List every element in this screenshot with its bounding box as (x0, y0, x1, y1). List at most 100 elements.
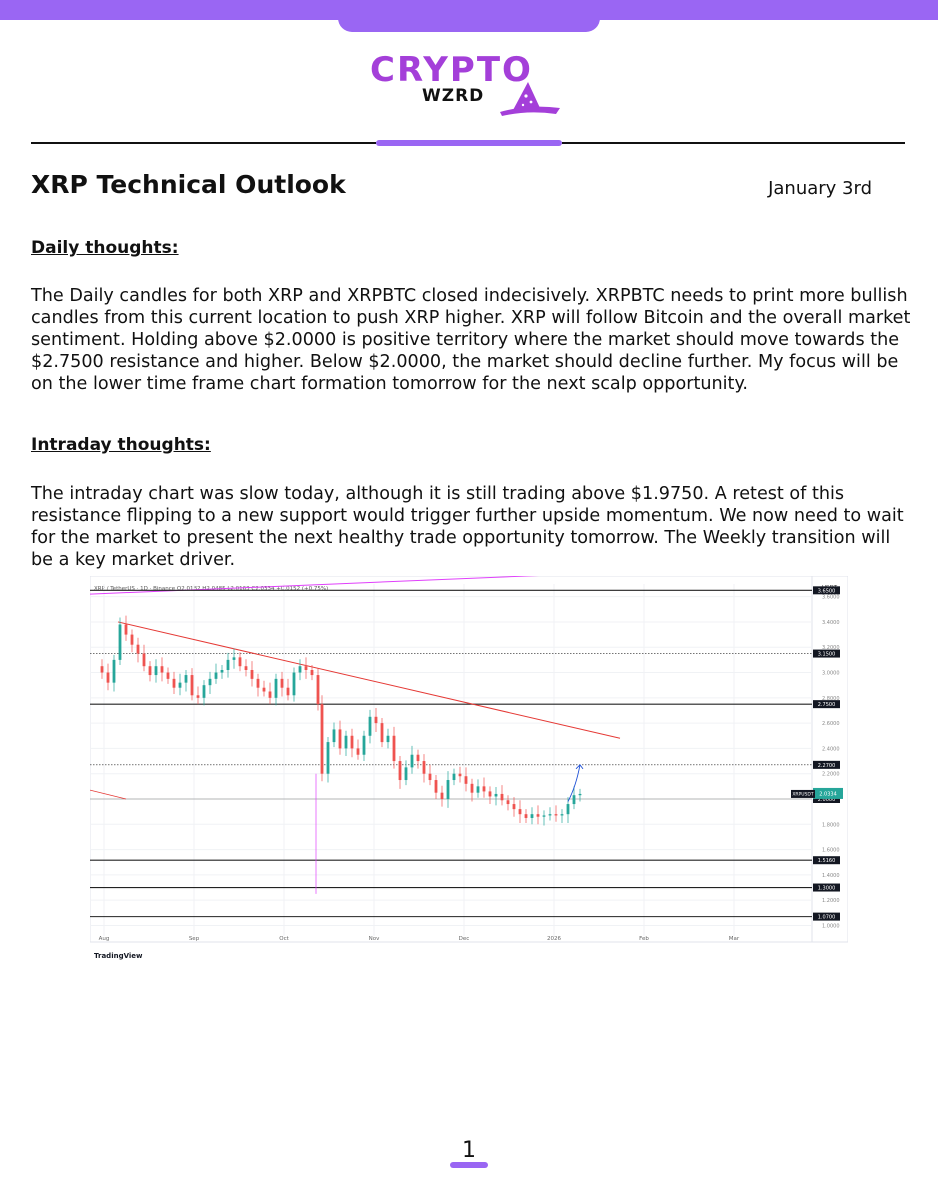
candle-body (292, 672, 296, 696)
logo-wordmark: CRYPTO (370, 50, 533, 90)
symbol-tag-label: XRPUSDT (792, 792, 814, 798)
projection-arrow-head (575, 764, 584, 770)
candle-body (320, 704, 324, 774)
left-edge-line (89, 789, 127, 800)
candle-body (220, 670, 224, 673)
candle-body (434, 780, 438, 793)
candle-body (202, 685, 206, 698)
y-tick-label: 1.8000 (822, 822, 840, 828)
candle-body (106, 672, 110, 683)
candle-body (280, 678, 284, 688)
candle-body (196, 695, 200, 698)
x-tick-label: Oct (279, 936, 289, 942)
candle-body (350, 735, 354, 749)
candle-body (578, 793, 582, 796)
price-level-label: 1.3000 (818, 886, 836, 892)
candle-body (530, 814, 534, 818)
y-tick-label: 1.4000 (822, 873, 840, 879)
candle-body (404, 767, 408, 781)
x-tick-label: Sep (189, 936, 200, 942)
candle-body (458, 773, 462, 777)
price-level-tag (813, 795, 840, 803)
candle-body (500, 793, 504, 801)
candle-body (446, 780, 450, 799)
candle-body (298, 666, 302, 673)
price-level-tag (813, 700, 840, 709)
candle-body (160, 666, 164, 673)
logo-subtitle: WZRD (422, 86, 485, 106)
candle-body (392, 735, 396, 762)
price-level-tag (813, 586, 840, 595)
current-price-value: 2.0334 (819, 791, 837, 797)
projection-arrow-shaft (567, 764, 581, 802)
price-level-tag (813, 883, 840, 892)
y-tick-label: 2.2000 (822, 772, 840, 778)
candle-body (148, 666, 152, 676)
candle-body (398, 761, 402, 781)
candle-body (142, 653, 146, 667)
y-tick-label: 1.6000 (822, 848, 840, 854)
daily-thoughts-heading: Daily thoughts: (31, 238, 179, 258)
y-tick-label: 3.4000 (822, 620, 840, 626)
candle-body (416, 754, 420, 762)
y-tick-label: 1.0000 (822, 923, 840, 929)
header-rule-accent (376, 140, 562, 146)
candle-body (428, 773, 432, 781)
candle-body (184, 675, 188, 683)
candle-body (410, 754, 414, 768)
candle-body (422, 761, 426, 774)
candle-body (362, 735, 366, 755)
current-price-tag (813, 787, 843, 799)
candle-body (124, 624, 128, 635)
wizard-hat-icon (500, 82, 560, 116)
candle-body (470, 783, 474, 793)
candle-body (208, 678, 212, 686)
candle-body (548, 814, 552, 816)
candle-body (250, 670, 254, 679)
price-level-tag (813, 760, 840, 769)
candle-body (368, 716, 372, 736)
price-level-label: 2.7500 (818, 702, 836, 708)
price-level-label: 2.2700 (818, 763, 836, 769)
candle-body (536, 814, 540, 817)
tradingview-watermark: TradingView (94, 952, 143, 960)
xrp-price-chart: XRP / TetherUS · 1D · Binance O2.0182 H2… (89, 573, 849, 960)
y-tick-label: 2.6000 (822, 721, 840, 727)
candle-body (256, 678, 260, 688)
x-tick-label: Mar (729, 936, 740, 942)
price-level-label: 1.5160 (818, 858, 836, 864)
candle-body (326, 742, 330, 774)
candle-body (130, 634, 134, 645)
chart-background (90, 576, 848, 960)
price-level-label: 1.0700 (818, 915, 836, 921)
candle-body (518, 809, 522, 815)
top-accent-tab (338, 0, 600, 32)
candle-body (356, 748, 360, 755)
candle-body (380, 723, 384, 743)
candle-body (332, 729, 336, 743)
candle-body (154, 666, 158, 676)
candle-body (338, 729, 342, 749)
page-number: 1 (462, 1138, 476, 1163)
candle-body (488, 791, 492, 797)
candle-body (238, 657, 242, 667)
header-rule-right (562, 142, 905, 144)
x-tick-label: Feb (639, 936, 649, 942)
candle-body (560, 814, 564, 816)
y-tick-label: 2.8000 (822, 696, 840, 702)
price-level-tag (813, 649, 840, 658)
candle-body (566, 804, 570, 815)
candle-body (464, 776, 468, 784)
candle-body (542, 815, 546, 817)
price-level-label: 3.6500 (818, 588, 836, 594)
chart-canvas: XRP / TetherUS · 1D · Binance O2.0182 H2… (89, 573, 849, 960)
candle-body (178, 682, 182, 688)
candle-body (304, 666, 308, 670)
y-tick-label: 3.2000 (822, 645, 840, 651)
candle-body (374, 716, 378, 724)
x-tick-label: Dec (459, 936, 470, 942)
candle-body (268, 691, 272, 698)
downtrend-line (117, 621, 621, 739)
candle-body (572, 795, 576, 805)
candle-body (100, 666, 104, 673)
